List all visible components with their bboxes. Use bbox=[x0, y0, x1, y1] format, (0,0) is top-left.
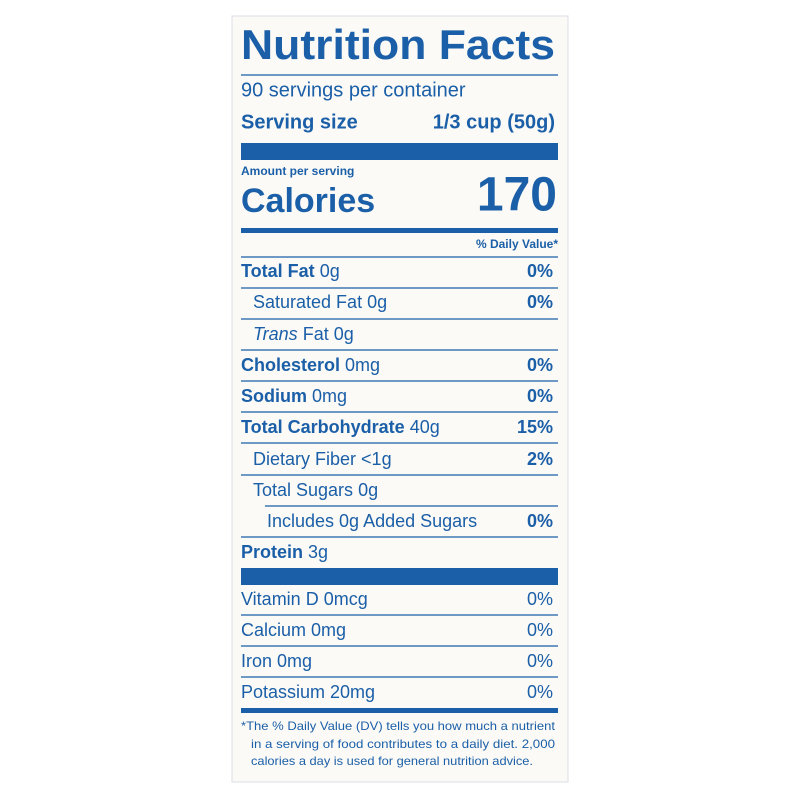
nutrient-amount: 0g bbox=[367, 292, 387, 312]
nutrient-amount: 0mg bbox=[312, 386, 347, 406]
vitamin-dv: 0% bbox=[527, 651, 553, 671]
nutrient-name: Cholesterol bbox=[241, 355, 340, 375]
vitamin-dv: 0% bbox=[527, 620, 553, 640]
nutrient-amount: 0g bbox=[334, 324, 354, 344]
nutrient-row: Total Carbohydrate 40g bbox=[241, 417, 440, 437]
nutrient-dv: 2% bbox=[527, 449, 553, 469]
added-sugars: Includes 0g Added Sugars bbox=[267, 511, 477, 531]
calories-label: Calories bbox=[241, 182, 375, 220]
nutrient-name: Fat bbox=[303, 324, 329, 344]
nutrient-dv: 0% bbox=[527, 261, 553, 281]
nutrient-amount: 3g bbox=[308, 542, 328, 562]
nutrient-name: Total Carbohydrate bbox=[241, 417, 405, 437]
vitamin-name: Iron 0mg bbox=[241, 651, 312, 671]
nutrient-dv: 15% bbox=[517, 417, 553, 437]
nutrient-row: Trans Fat 0g bbox=[253, 324, 354, 344]
vitamin-dv: 0% bbox=[527, 682, 553, 702]
medium-bar bbox=[241, 228, 558, 233]
vitamin-name: Potassium 20mg bbox=[241, 682, 375, 702]
vitamin-name: Vitamin D 0mcg bbox=[241, 589, 368, 609]
nutrient-row: Saturated Fat 0g bbox=[253, 292, 387, 312]
nutrient-dv: 0% bbox=[527, 292, 553, 312]
thick-bar bbox=[241, 143, 558, 160]
nutrient-name: Dietary Fiber bbox=[253, 449, 356, 469]
nutrient-name: Sodium bbox=[241, 386, 307, 406]
nutrient-dv: 0% bbox=[527, 386, 553, 406]
nutrient-row: Total Fat 0g bbox=[241, 261, 340, 281]
dv-header: % Daily Value* bbox=[476, 237, 558, 251]
nutrient-row: Total Sugars 0g bbox=[253, 480, 378, 500]
nutrient-amount: <1g bbox=[361, 449, 392, 469]
nutrient-amount: 0mg bbox=[345, 355, 380, 375]
footnote-line: calories a day is used for general nutri… bbox=[251, 754, 533, 768]
nutrient-dv: 0% bbox=[527, 511, 553, 531]
serving-size-value: 1/3 cup (50g) bbox=[433, 111, 555, 133]
nutrient-amount: 0g bbox=[320, 261, 340, 281]
nutrient-dv: 0% bbox=[527, 355, 553, 375]
calories-value: 170 bbox=[477, 169, 557, 222]
nutrient-name: Total Fat bbox=[241, 261, 315, 281]
title: Nutrition Facts bbox=[241, 21, 555, 68]
thick-bar bbox=[241, 568, 558, 585]
vitamin-dv: 0% bbox=[527, 589, 553, 609]
footnote-line: *The % Daily Value (DV) tells you how mu… bbox=[241, 719, 556, 733]
nutrient-name-italic: Trans bbox=[253, 324, 298, 344]
footnote-line: in a serving of food contributes to a da… bbox=[251, 737, 555, 751]
nutrient-name: Total Sugars bbox=[253, 480, 353, 500]
nutrient-name: Saturated Fat bbox=[253, 292, 362, 312]
nutrient-row: Dietary Fiber <1g bbox=[253, 449, 392, 469]
vitamin-name: Calcium 0mg bbox=[241, 620, 346, 640]
nutrient-row: Cholesterol 0mg bbox=[241, 355, 380, 375]
nutrient-row: Sodium 0mg bbox=[241, 386, 347, 406]
amount-label: Amount per serving bbox=[241, 164, 354, 178]
serving-size-label: Serving size bbox=[241, 111, 358, 133]
nutrient-name: Protein bbox=[241, 542, 303, 562]
servings: 90 servings per container bbox=[241, 79, 466, 101]
medium-bar bbox=[241, 708, 558, 713]
nutrient-amount: 40g bbox=[410, 417, 440, 437]
nutrient-amount: 0g bbox=[358, 480, 378, 500]
nutrient-row: Protein 3g bbox=[241, 542, 328, 562]
